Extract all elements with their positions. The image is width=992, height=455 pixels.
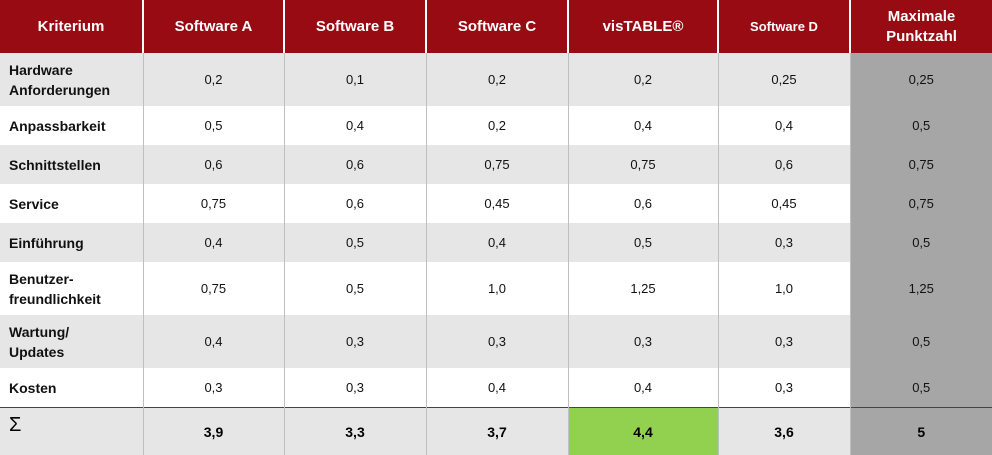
header-software-c: Software C (426, 0, 568, 53)
header-software-d: Software D (718, 0, 850, 53)
value-cell: 0,5 (284, 223, 426, 262)
value-cell: 0,4 (143, 223, 284, 262)
max-value-cell: 0,5 (850, 106, 992, 145)
value-cell: 0,5 (284, 262, 426, 315)
header-max-points: Maximale Punktzahl (850, 0, 992, 53)
value-cell: 0,3 (718, 223, 850, 262)
value-cell: 0,3 (284, 315, 426, 368)
value-cell: 0,4 (568, 106, 718, 145)
header-max-points-label: Maximale Punktzahl (882, 7, 962, 47)
criterion-line: Updates (9, 344, 64, 360)
value-cell: 0,25 (718, 53, 850, 106)
criterion-cell: Schnittstellen (0, 145, 143, 184)
value-cell: 0,3 (568, 315, 718, 368)
table-row: Benutzer-freundlichkeit 0,75 0,5 1,0 1,2… (0, 262, 992, 315)
criterion-cell: Benutzer-freundlichkeit (0, 262, 143, 315)
table-row: Wartung/Updates 0,4 0,3 0,3 0,3 0,3 0,5 (0, 315, 992, 368)
criterion-cell: Einführung (0, 223, 143, 262)
value-cell: 0,3 (426, 315, 568, 368)
criterion-line: Benutzer- (9, 271, 74, 287)
criterion-line: Wartung/ (9, 324, 69, 340)
total-cell: 3,9 (143, 408, 284, 455)
value-cell: 0,4 (143, 315, 284, 368)
totals-row: Σ 3,9 3,3 3,7 4,4 3,6 5 (0, 408, 992, 455)
value-cell: 0,2 (426, 106, 568, 145)
value-cell: 0,45 (426, 184, 568, 223)
value-cell: 0,4 (568, 368, 718, 408)
value-cell: 0,5 (143, 106, 284, 145)
header-kriterium: Kriterium (0, 0, 143, 53)
value-cell: 0,3 (284, 368, 426, 408)
value-cell: 0,4 (426, 368, 568, 408)
value-cell: 0,75 (568, 145, 718, 184)
value-cell: 0,2 (143, 53, 284, 106)
table-row: Schnittstellen 0,6 0,6 0,75 0,75 0,6 0,7… (0, 145, 992, 184)
value-cell: 0,6 (143, 145, 284, 184)
total-cell: 3,7 (426, 408, 568, 455)
value-cell: 1,25 (568, 262, 718, 315)
max-value-cell: 0,5 (850, 368, 992, 408)
value-cell: 0,3 (143, 368, 284, 408)
criterion-cell: Kosten (0, 368, 143, 408)
criterion-line: Hardware (9, 62, 73, 78)
value-cell: 0,75 (426, 145, 568, 184)
value-cell: 0,4 (426, 223, 568, 262)
value-cell: 0,6 (284, 184, 426, 223)
value-cell: 0,6 (718, 145, 850, 184)
criterion-cell: Anpassbarkeit (0, 106, 143, 145)
table-row: Service 0,75 0,6 0,45 0,6 0,45 0,75 (0, 184, 992, 223)
criterion-cell: Hardware Anforderungen (0, 53, 143, 106)
max-value-cell: 0,25 (850, 53, 992, 106)
criterion-cell: Wartung/Updates (0, 315, 143, 368)
max-value-cell: 1,25 (850, 262, 992, 315)
max-value-cell: 0,5 (850, 223, 992, 262)
total-cell: 3,3 (284, 408, 426, 455)
value-cell: 0,1 (284, 53, 426, 106)
max-value-cell: 0,75 (850, 184, 992, 223)
value-cell: 0,2 (426, 53, 568, 106)
header-software-a: Software A (143, 0, 284, 53)
value-cell: 0,6 (568, 184, 718, 223)
header-software-b: Software B (284, 0, 426, 53)
winner-total-cell: 4,4 (568, 408, 718, 455)
value-cell: 0,6 (284, 145, 426, 184)
value-cell: 0,5 (568, 223, 718, 262)
value-cell: 1,0 (426, 262, 568, 315)
value-cell: 0,4 (284, 106, 426, 145)
value-cell: 0,45 (718, 184, 850, 223)
max-total-cell: 5 (850, 408, 992, 455)
max-value-cell: 0,5 (850, 315, 992, 368)
value-cell: 0,2 (568, 53, 718, 106)
table-row: Hardware Anforderungen 0,2 0,1 0,2 0,2 0,… (0, 53, 992, 106)
value-cell: 0,3 (718, 368, 850, 408)
header-row: Kriterium Software A Software B Software… (0, 0, 992, 53)
table-row: Einführung 0,4 0,5 0,4 0,5 0,3 0,5 (0, 223, 992, 262)
table-row: Kosten 0,3 0,3 0,4 0,4 0,3 0,5 (0, 368, 992, 408)
value-cell: 0,3 (718, 315, 850, 368)
table-row: Anpassbarkeit 0,5 0,4 0,2 0,4 0,4 0,5 (0, 106, 992, 145)
value-cell: 0,75 (143, 184, 284, 223)
criterion-line: freundlichkeit (9, 291, 101, 307)
header-vistable: visTABLE® (568, 0, 718, 53)
value-cell: 0,75 (143, 262, 284, 315)
value-cell: 1,0 (718, 262, 850, 315)
criterion-line: Anforderungen (9, 82, 110, 98)
total-cell: 3,6 (718, 408, 850, 455)
sum-symbol: Σ (0, 408, 143, 455)
max-value-cell: 0,75 (850, 145, 992, 184)
criterion-cell: Service (0, 184, 143, 223)
value-cell: 0,4 (718, 106, 850, 145)
